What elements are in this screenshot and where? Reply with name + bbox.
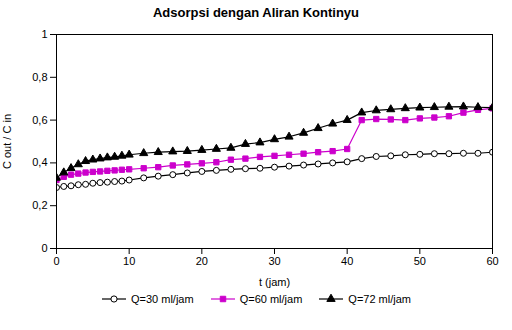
- svg-text:10: 10: [123, 255, 135, 267]
- html-text:Q=72 ml/jam: Q=72 ml/jam: [348, 293, 411, 305]
- svg-text:0,4: 0,4: [32, 156, 47, 168]
- svg-text:30: 30: [268, 255, 280, 267]
- html-text:Q=60 ml/jam: Q=60 ml/jam: [239, 293, 303, 305]
- svg-text:0: 0: [41, 242, 47, 254]
- html-text:Adsorpsi dengan Aliran Kontiny: Adsorpsi dengan Aliran Kontinyu: [153, 5, 359, 20]
- svg-text:60: 60: [486, 255, 498, 267]
- svg-text:0,6: 0,6: [32, 114, 47, 126]
- svg-text:40: 40: [341, 255, 353, 267]
- svg-text:C out / C in: C out / C in: [1, 114, 13, 169]
- svg-text:1: 1: [41, 28, 47, 40]
- svg-text:50: 50: [414, 255, 426, 267]
- html-text:Q=30 ml/jam: Q=30 ml/jam: [131, 293, 194, 305]
- svg-text:t (jam): t (jam): [259, 276, 290, 288]
- svg-text:20: 20: [196, 255, 208, 267]
- svg-text:0: 0: [53, 255, 59, 267]
- svg-text:0,8: 0,8: [32, 71, 47, 83]
- svg-text:0,2: 0,2: [32, 199, 47, 211]
